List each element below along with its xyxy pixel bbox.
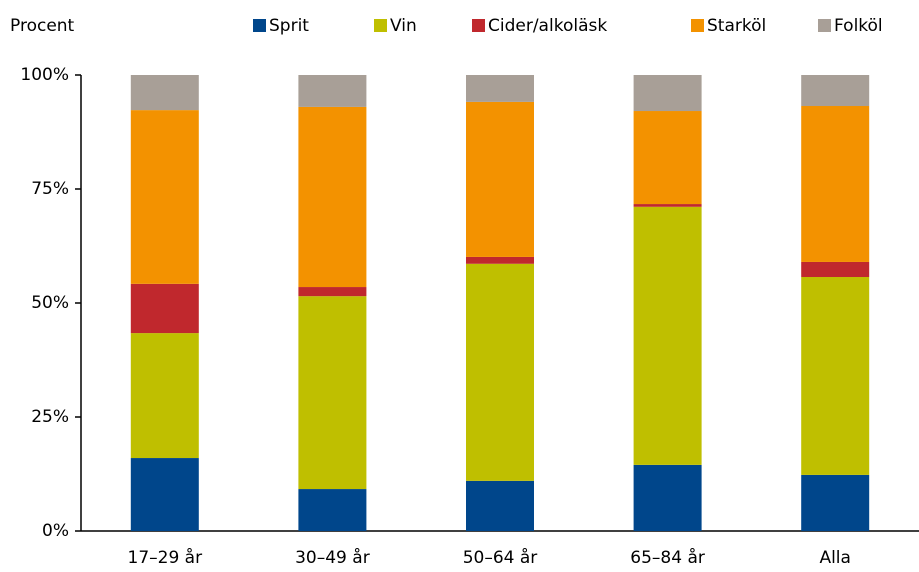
bar-segment [466,480,534,531]
bar-segment [298,489,367,531]
bar-segment [801,474,870,531]
bar-segment [801,106,870,262]
legend-swatch [818,19,831,32]
legend-swatch [253,19,266,32]
bar-segment [801,75,870,107]
y-axis-label: Procent [10,16,75,36]
bar-segment [298,106,367,288]
bar-segment [801,277,870,475]
bar-segment [130,458,199,531]
bar-segment [633,206,702,465]
bar-segment [298,296,367,490]
y-tick-label: 100% [20,65,69,85]
x-tick-label: 65–84 år [630,547,705,568]
legend-label: Vin [390,16,417,36]
bar-segment [130,333,199,459]
bar-segment [130,283,199,334]
bar-segment [633,111,702,205]
legend-swatch [472,19,485,32]
bar-segment [633,75,702,112]
bar-segment [801,261,870,278]
bar-segment [298,287,367,297]
bar-segment [633,464,702,531]
legend-label: Cider/alkoläsk [488,16,607,36]
bar-segment [466,263,534,481]
y-tick-label: 50% [31,293,69,313]
bar-segment [130,75,199,111]
x-tick-label: 50–64 år [463,547,538,568]
bar-segment [633,204,702,207]
bar-segment [298,75,367,107]
x-tick-label: 17–29 år [128,547,203,568]
legend-swatch [691,19,704,32]
bar-segment [130,110,199,284]
bar-segment [466,75,534,102]
legend-swatch [374,19,387,32]
legend-label: Folköl [834,16,883,36]
legend-label: Starköl [707,16,766,36]
x-tick-label: 30–49 år [295,547,370,568]
y-tick-label: 25% [31,407,69,427]
y-tick-label: 75% [31,179,69,199]
bar-segment [466,101,534,257]
y-tick-label: 0% [42,521,69,541]
x-tick-label: Alla [819,548,851,568]
bar-segment [466,256,534,264]
legend-label: Sprit [269,16,309,36]
